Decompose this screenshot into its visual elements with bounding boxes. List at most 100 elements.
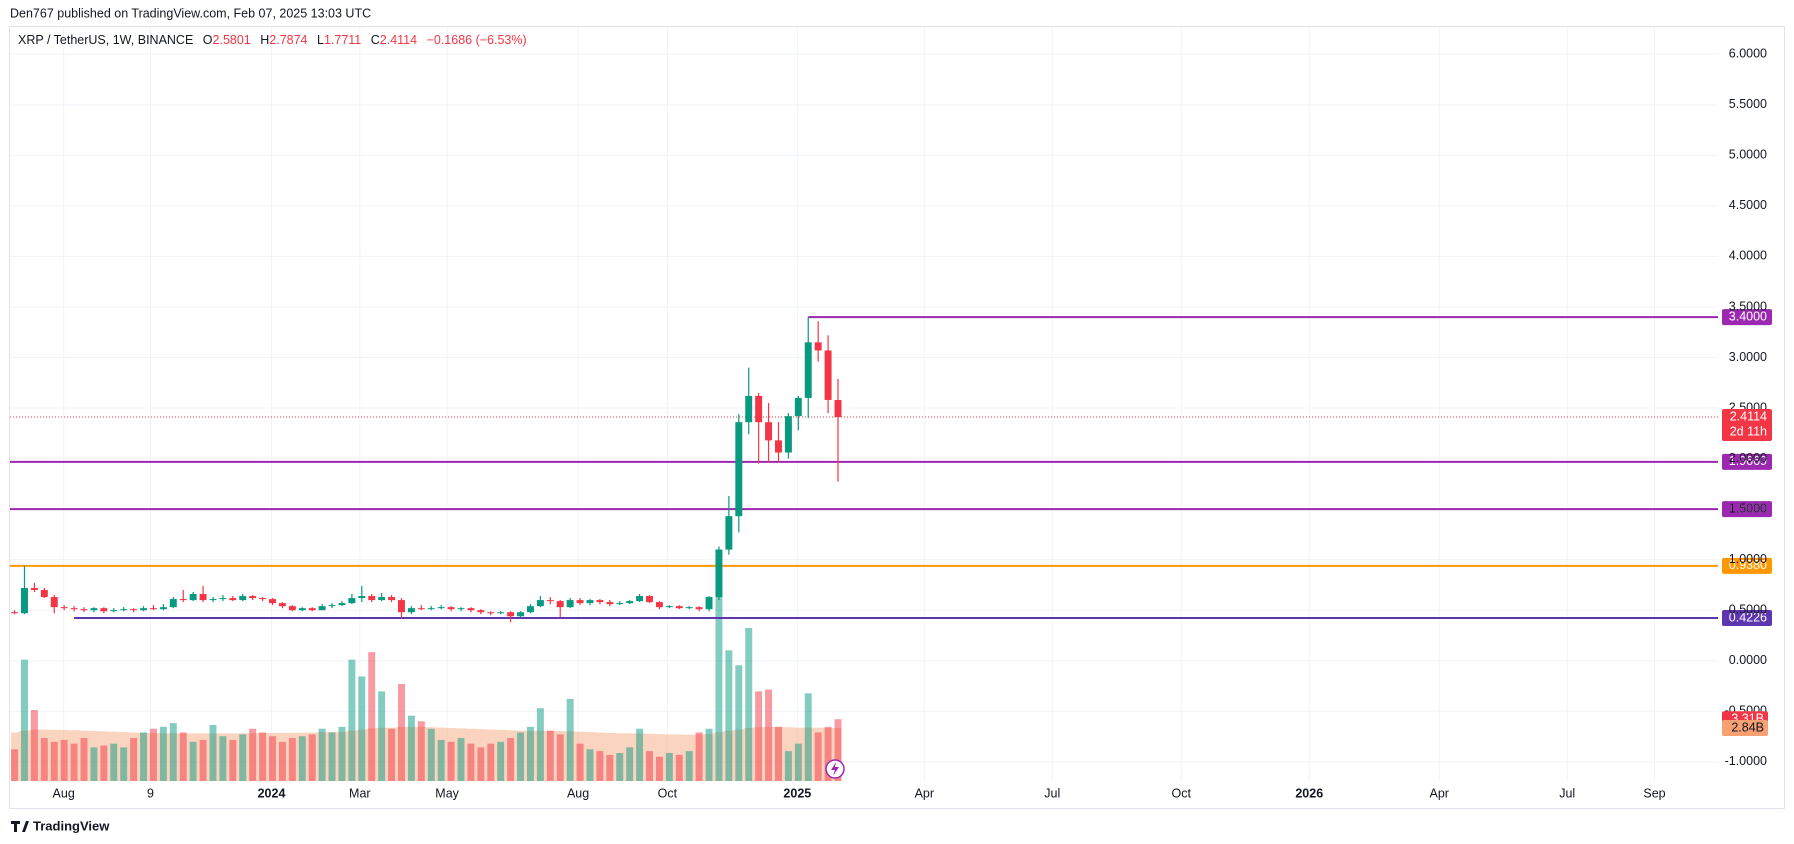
candle-body xyxy=(765,422,773,441)
volume-bar xyxy=(189,741,197,781)
candle-body xyxy=(507,612,515,617)
candle-body xyxy=(646,596,653,603)
candles xyxy=(11,317,842,623)
candle-body xyxy=(140,608,148,611)
candle-body xyxy=(249,596,257,599)
candle-body xyxy=(477,610,485,613)
candle-body xyxy=(288,606,296,611)
candle-body xyxy=(30,587,38,590)
x-tick-label: Aug xyxy=(567,786,589,800)
candle-body xyxy=(546,600,554,602)
candle-body xyxy=(368,596,376,601)
grid xyxy=(10,27,1718,781)
volume-bar xyxy=(586,749,594,781)
x-tick-label: 9 xyxy=(147,786,154,800)
candle-body xyxy=(298,608,306,611)
volume-bar xyxy=(60,739,68,781)
candle-body xyxy=(834,399,842,417)
volume-bar xyxy=(149,728,157,781)
replay-icon[interactable] xyxy=(825,759,845,779)
brand[interactable]: TradingView xyxy=(33,818,110,833)
x-tick-label: Oct xyxy=(1172,786,1192,800)
candle-body xyxy=(695,607,703,610)
candle-body xyxy=(636,596,644,602)
candle-body xyxy=(149,608,157,610)
volume-bar xyxy=(497,741,505,781)
volume-pane xyxy=(11,596,842,781)
volume-ma-box xyxy=(1722,719,1768,736)
candle-body xyxy=(556,601,564,608)
y-tick-label: 4.0000 xyxy=(1729,249,1767,263)
volume-bar xyxy=(695,732,703,781)
volume-bar xyxy=(814,732,822,781)
volume-bar xyxy=(417,721,425,781)
candle-body xyxy=(378,597,386,601)
candle-body xyxy=(219,598,227,600)
volume-bar xyxy=(685,751,693,781)
last-price-box xyxy=(1722,408,1772,441)
publisher-note: Den767 published on TradingView.com, Feb… xyxy=(10,6,371,20)
candle-body xyxy=(407,608,415,613)
candle-body xyxy=(804,342,812,398)
countdown: 2d 11h xyxy=(1730,424,1767,438)
candle-body xyxy=(536,600,544,607)
x-tick-label: Jul xyxy=(1044,786,1060,800)
ohlc-value: 2.5801 xyxy=(213,33,251,47)
volume-bar xyxy=(11,749,19,781)
volume-bar xyxy=(199,739,207,781)
volume-bar xyxy=(447,741,455,781)
candle-body xyxy=(616,603,624,605)
candle-body xyxy=(338,603,346,606)
volume-bar xyxy=(546,730,554,781)
candle-body xyxy=(487,612,495,614)
candle-body xyxy=(110,610,118,612)
candle-body xyxy=(655,602,663,608)
candle-body xyxy=(824,350,832,400)
level-label: 1.9669 xyxy=(1729,454,1767,468)
volume-bar xyxy=(765,689,773,781)
volume-bar xyxy=(775,726,782,781)
y-tick-label: 5.5000 xyxy=(1729,97,1767,111)
volume-bar xyxy=(249,728,257,781)
volume-bar xyxy=(110,743,118,781)
volume-bar xyxy=(21,659,28,781)
level-label: 0.9380 xyxy=(1729,558,1767,572)
volume-bar xyxy=(169,723,177,781)
volume-bar xyxy=(427,728,435,781)
candle-body xyxy=(328,605,336,607)
volume-bar xyxy=(705,728,713,781)
candle-body xyxy=(447,607,455,610)
symbol: XRP / TetherUS, 1W, BINANCE xyxy=(18,33,193,47)
x-tick-label: 2026 xyxy=(1295,786,1323,800)
brand-logo[interactable]: TradingView xyxy=(11,818,110,833)
y-tick-label: 0.5000 xyxy=(1729,602,1767,616)
volume-bar xyxy=(487,743,495,781)
legend: XRP / TetherUS, 1W, BINANCE O2.5801 H2.7… xyxy=(18,33,527,47)
x-tick-label: Apr xyxy=(1429,786,1448,800)
volume-bar xyxy=(477,747,485,781)
volume-bar xyxy=(824,726,832,781)
x-tick-label: Sep xyxy=(1643,786,1665,800)
volume-bar xyxy=(735,665,743,781)
x-tick-label: Mar xyxy=(349,786,371,800)
candle-body xyxy=(725,516,733,550)
y-tick-label: 1.5000 xyxy=(1729,501,1767,515)
x-tick-label: 2025 xyxy=(783,786,811,800)
chart-frame xyxy=(9,26,1785,809)
y-tick-label: 0.0000 xyxy=(1729,653,1767,667)
volume-bar xyxy=(120,747,128,781)
y-tick-label: 6.0000 xyxy=(1729,47,1767,61)
volume-bar xyxy=(219,736,227,781)
candle-body xyxy=(278,603,286,607)
ohlc-value: 2.4114 xyxy=(380,33,417,47)
candle-body xyxy=(705,597,713,610)
volume-bar xyxy=(229,739,237,781)
candle-body xyxy=(755,395,763,423)
candle-body xyxy=(239,596,247,601)
candle-body xyxy=(626,601,634,604)
candle-body xyxy=(685,607,693,609)
volume-bar xyxy=(745,627,753,781)
x-tick-label: Aug xyxy=(53,786,75,800)
candle-body xyxy=(21,587,28,614)
candle-body xyxy=(60,607,68,609)
